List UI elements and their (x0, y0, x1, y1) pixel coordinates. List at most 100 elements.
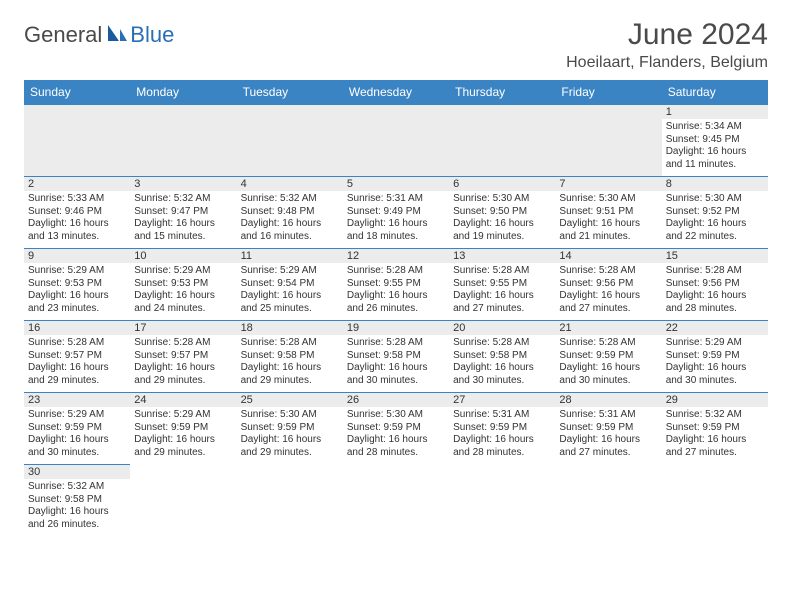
day-number: 3 (130, 177, 236, 191)
day-info: Sunrise: 5:33 AMSunset: 9:46 PMDaylight:… (28, 193, 126, 243)
day-info: Sunrise: 5:28 AMSunset: 9:55 PMDaylight:… (347, 265, 445, 315)
logo-text-general: General (24, 22, 102, 48)
day-info: Sunrise: 5:29 AMSunset: 9:54 PMDaylight:… (241, 265, 339, 315)
day-info: Sunrise: 5:28 AMSunset: 9:57 PMDaylight:… (28, 337, 126, 387)
day-number: 19 (343, 321, 449, 335)
day-info: Sunrise: 5:30 AMSunset: 9:59 PMDaylight:… (241, 409, 339, 459)
day-cell: 30 Sunrise: 5:32 AMSunset: 9:58 PMDayligh… (24, 465, 130, 537)
day-number: 26 (343, 393, 449, 407)
day-cell (130, 105, 236, 177)
week-row: 23 Sunrise: 5:29 AMSunset: 9:59 PMDayligh… (24, 393, 768, 465)
day-header: Sunday (24, 80, 130, 105)
day-cell (449, 105, 555, 177)
day-cell: 27 Sunrise: 5:31 AMSunset: 9:59 PMDayligh… (449, 393, 555, 465)
day-info: Sunrise: 5:32 AMSunset: 9:58 PMDaylight:… (28, 481, 126, 531)
day-cell: 5 Sunrise: 5:31 AMSunset: 9:49 PMDaylight… (343, 177, 449, 249)
day-cell: 7Sunrise: 5:30 AMSunset: 9:51 PMDaylight… (555, 177, 661, 249)
day-cell: 21Sunrise: 5:28 AMSunset: 9:59 PMDayligh… (555, 321, 661, 393)
day-cell (24, 105, 130, 177)
day-cell: 13 Sunrise: 5:28 AMSunset: 9:55 PMDayligh… (449, 249, 555, 321)
day-number: 25 (237, 393, 343, 407)
day-cell: 17 Sunrise: 5:28 AMSunset: 9:57 PMDayligh… (130, 321, 236, 393)
day-number: 2 (24, 177, 130, 191)
day-cell: 8Sunrise: 5:30 AMSunset: 9:52 PMDaylight… (662, 177, 768, 249)
day-header: Wednesday (343, 80, 449, 105)
day-info: Sunrise: 5:29 AMSunset: 9:53 PMDaylight:… (134, 265, 232, 315)
logo: General Blue (24, 22, 174, 48)
day-info: Sunrise: 5:28 AMSunset: 9:58 PMDaylight:… (347, 337, 445, 387)
day-cell: 11 Sunrise: 5:29 AMSunset: 9:54 PMDayligh… (237, 249, 343, 321)
day-number: 24 (130, 393, 236, 407)
day-info: Sunrise: 5:29 AMSunset: 9:59 PMDaylight:… (134, 409, 232, 459)
day-cell (237, 105, 343, 177)
day-cell: 15 Sunrise: 5:28 AMSunset: 9:56 PMDayligh… (662, 249, 768, 321)
day-info: Sunrise: 5:32 AMSunset: 9:48 PMDaylight:… (241, 193, 339, 243)
day-number: 30 (24, 465, 130, 479)
week-row: 2 Sunrise: 5:33 AMSunset: 9:46 PMDaylight… (24, 177, 768, 249)
title-block: June 2024 Hoeilaart, Flanders, Belgium (566, 18, 768, 72)
day-cell (555, 105, 661, 177)
day-cell: 26 Sunrise: 5:30 AMSunset: 9:59 PMDayligh… (343, 393, 449, 465)
day-number: 5 (343, 177, 449, 191)
day-info: Sunrise: 5:30 AMSunset: 9:50 PMDaylight:… (453, 193, 551, 243)
day-number: 12 (343, 249, 449, 263)
day-cell: 19 Sunrise: 5:28 AMSunset: 9:58 PMDayligh… (343, 321, 449, 393)
day-info: Sunrise: 5:30 AMSunset: 9:52 PMDaylight:… (666, 193, 764, 243)
day-number: 1 (662, 105, 768, 119)
day-info: Sunrise: 5:31 AMSunset: 9:59 PMDaylight:… (453, 409, 551, 459)
day-info: Sunrise: 5:28 AMSunset: 9:57 PMDaylight:… (134, 337, 232, 387)
day-info: Sunrise: 5:29 AMSunset: 9:59 PMDaylight:… (666, 337, 764, 387)
day-number: 23 (24, 393, 130, 407)
day-number: 7 (555, 177, 661, 191)
day-cell (662, 465, 768, 537)
day-header: Friday (555, 80, 661, 105)
day-info: Sunrise: 5:34 AMSunset: 9:45 PMDaylight:… (666, 121, 764, 171)
day-cell: 14Sunrise: 5:28 AMSunset: 9:56 PMDayligh… (555, 249, 661, 321)
day-number: 14 (555, 249, 661, 263)
day-number: 6 (449, 177, 555, 191)
page-title: June 2024 (566, 18, 768, 52)
week-row: 30 Sunrise: 5:32 AMSunset: 9:58 PMDayligh… (24, 465, 768, 537)
day-info: Sunrise: 5:28 AMSunset: 9:56 PMDaylight:… (666, 265, 764, 315)
logo-text-blue: Blue (130, 22, 174, 48)
sail-icon (106, 23, 128, 48)
day-info: Sunrise: 5:31 AMSunset: 9:59 PMDaylight:… (559, 409, 657, 459)
day-cell (555, 465, 661, 537)
day-info: Sunrise: 5:32 AMSunset: 9:59 PMDaylight:… (666, 409, 764, 459)
day-cell: 3 Sunrise: 5:32 AMSunset: 9:47 PMDaylight… (130, 177, 236, 249)
day-header: Monday (130, 80, 236, 105)
week-row: 1 Sunrise: 5:34 AMSunset: 9:45 PMDaylight… (24, 105, 768, 177)
day-cell: 12 Sunrise: 5:28 AMSunset: 9:55 PMDayligh… (343, 249, 449, 321)
day-cell (449, 465, 555, 537)
day-number: 27 (449, 393, 555, 407)
day-cell (343, 465, 449, 537)
day-cell: 28 Sunrise: 5:31 AMSunset: 9:59 PMDayligh… (555, 393, 661, 465)
day-number: 11 (237, 249, 343, 263)
day-info: Sunrise: 5:28 AMSunset: 9:55 PMDaylight:… (453, 265, 551, 315)
day-cell: 4 Sunrise: 5:32 AMSunset: 9:48 PMDaylight… (237, 177, 343, 249)
day-number: 18 (237, 321, 343, 335)
day-number: 20 (449, 321, 555, 335)
day-number: 15 (662, 249, 768, 263)
day-number: 22 (662, 321, 768, 335)
calendar-table: SundayMondayTuesdayWednesdayThursdayFrid… (24, 80, 768, 537)
day-cell: 18Sunrise: 5:28 AMSunset: 9:58 PMDayligh… (237, 321, 343, 393)
day-info: Sunrise: 5:28 AMSunset: 9:59 PMDaylight:… (559, 337, 657, 387)
week-row: 16Sunrise: 5:28 AMSunset: 9:57 PMDayligh… (24, 321, 768, 393)
day-cell: 24 Sunrise: 5:29 AMSunset: 9:59 PMDayligh… (130, 393, 236, 465)
header: General Blue June 2024 Hoeilaart, Flande… (24, 18, 768, 72)
day-info: Sunrise: 5:32 AMSunset: 9:47 PMDaylight:… (134, 193, 232, 243)
day-cell (237, 465, 343, 537)
day-cell: 1 Sunrise: 5:34 AMSunset: 9:45 PMDaylight… (662, 105, 768, 177)
day-cell (130, 465, 236, 537)
day-info: Sunrise: 5:31 AMSunset: 9:49 PMDaylight:… (347, 193, 445, 243)
day-number: 4 (237, 177, 343, 191)
week-row: 9Sunrise: 5:29 AMSunset: 9:53 PMDaylight… (24, 249, 768, 321)
day-number: 17 (130, 321, 236, 335)
day-info: Sunrise: 5:30 AMSunset: 9:59 PMDaylight:… (347, 409, 445, 459)
location-text: Hoeilaart, Flanders, Belgium (566, 54, 768, 72)
day-number: 28 (555, 393, 661, 407)
day-header: Tuesday (237, 80, 343, 105)
day-header: Thursday (449, 80, 555, 105)
day-number: 13 (449, 249, 555, 263)
